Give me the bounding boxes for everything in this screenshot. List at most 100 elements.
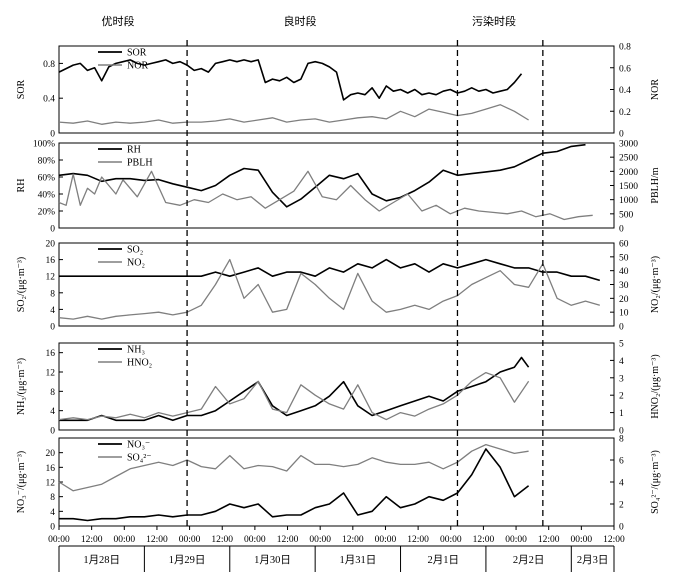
- left-axis-label: SO₂/(μg·m⁻³): [16, 257, 27, 312]
- date-label: 1月29日: [169, 554, 206, 566]
- left-tick-label: 20: [46, 449, 56, 459]
- date-label: 2月2日: [513, 554, 545, 566]
- right-tick-label: 4: [619, 357, 624, 367]
- left-axis-label: RH: [16, 179, 27, 193]
- right-tick-label: 10: [619, 309, 629, 319]
- right-tick-label: 2500: [619, 154, 638, 164]
- right-tick-label: 1000: [619, 196, 638, 206]
- left-tick-label: 16: [46, 349, 56, 359]
- x-tick-label: 12:00: [81, 535, 103, 545]
- x-tick-label: 00:00: [375, 535, 397, 545]
- date-axis: 1月28日 1月29日 1月30日 1月31日 2月1日 2月2日 2月3日: [58, 545, 615, 572]
- panel-frame: [58, 45, 615, 134]
- left-tick-label: 12: [46, 273, 56, 283]
- period-label-moderate: 良时段: [284, 14, 317, 28]
- right-tick-label: 30: [619, 281, 629, 291]
- left-tick-label: 0: [50, 427, 55, 437]
- left-tick-label: 12: [46, 479, 56, 489]
- series-line-5-1: [59, 448, 530, 522]
- x-tick-label: 12:00: [603, 535, 625, 545]
- panel-3: 0 4 8 12 16 20 0 10 20 30 40 50 60 SO₂/(μg·m⁻³) NO₂/(μ…: [16, 240, 661, 333]
- right-tick-label: 4: [619, 479, 624, 489]
- right-axis-label: SO₄²⁻/(μg·m⁻³): [650, 450, 661, 514]
- panel-frame: [58, 342, 615, 431]
- period-dividers: [186, 40, 544, 527]
- x-tick-label: 00:00: [505, 535, 527, 545]
- right-tick-label: 8: [619, 435, 624, 445]
- legend-label: NOR: [127, 61, 148, 72]
- right-tick-label: 500: [619, 210, 634, 220]
- x-tick-label: 00:00: [48, 535, 70, 545]
- left-axis-label: NO₃⁻/(μg·m⁻³): [16, 451, 27, 513]
- right-tick-label: 3: [619, 374, 624, 384]
- right-tick-label: 5: [619, 340, 624, 350]
- left-tick-label: 20%: [38, 208, 56, 218]
- left-tick-label: 0: [50, 523, 55, 533]
- right-tick-label: 1500: [619, 182, 638, 192]
- right-tick-label: 0: [619, 523, 624, 533]
- left-tick-label: 20: [46, 240, 56, 250]
- series-line-1-1: [58, 59, 523, 101]
- period-label-polluted: 污染时段: [472, 14, 516, 28]
- left-tick-label: 100%: [33, 140, 55, 150]
- x-tick-label: 12:00: [473, 535, 495, 545]
- period-label-good: 优时段: [102, 14, 135, 28]
- right-tick-label: 0.4: [619, 86, 631, 96]
- panel-1: 0 0.4 0.8 0 0.2 0.4 0.6 0.8 SOR NOR SOR NOR: [16, 43, 661, 140]
- left-tick-label: 12: [46, 369, 56, 379]
- right-tick-label: 2000: [619, 168, 638, 178]
- date-label: 2月3日: [577, 554, 609, 566]
- series-line-4-2: [58, 371, 530, 421]
- right-tick-label: 40: [619, 267, 629, 277]
- right-tick-label: 50: [619, 253, 629, 263]
- left-tick-label: 8: [50, 493, 55, 503]
- right-axis-label: HNO₂/(μg·m⁻³): [650, 354, 661, 418]
- left-tick-label: 8: [50, 388, 55, 398]
- x-tick-label: 12:00: [211, 535, 233, 545]
- date-label: 1月30日: [254, 554, 291, 566]
- right-tick-label: 0: [619, 427, 624, 437]
- period-labels: 优时段 良时段 污染时段: [102, 14, 517, 28]
- legend-label: RH: [127, 145, 141, 156]
- x-tick-label: 00:00: [244, 535, 266, 545]
- x-tick-label: 12:00: [277, 535, 299, 545]
- left-tick-label: 8: [50, 289, 55, 299]
- x-axis: 00:00 12:00 00:00 12:00 00:00 12:00 00:00 12:00…: [48, 526, 625, 545]
- left-axis-label: SOR: [16, 79, 27, 99]
- left-tick-label: 80%: [38, 157, 56, 167]
- right-tick-label: 0: [619, 225, 624, 235]
- left-tick-label: 0.8: [43, 60, 55, 70]
- left-tick-label: 40%: [38, 191, 56, 201]
- x-tick-label: 00:00: [309, 535, 331, 545]
- left-tick-label: 4: [50, 508, 55, 518]
- series-line-5-2: [58, 443, 529, 492]
- right-tick-label: 60: [619, 240, 629, 250]
- right-tick-label: 2: [619, 501, 624, 511]
- right-axis-label: PBLH/m: [650, 167, 661, 203]
- legend-label: SO₄²⁻: [127, 453, 152, 464]
- legend-label: SOR: [127, 48, 147, 59]
- left-tick-label: 16: [46, 464, 56, 474]
- left-tick-label: 0.4: [43, 95, 55, 105]
- legend-label: NO₂: [127, 258, 145, 269]
- x-tick-label: 00:00: [440, 535, 462, 545]
- date-label: 1月28日: [83, 554, 120, 566]
- left-tick-label: 60%: [38, 174, 56, 184]
- right-axis-label: NOR: [650, 79, 661, 100]
- x-tick-label: 00:00: [179, 535, 201, 545]
- date-label: 2月1日: [427, 554, 459, 566]
- x-tick-label: 12:00: [538, 535, 560, 545]
- left-tick-label: 0: [50, 323, 55, 333]
- right-axis-label: NO₂/(μg·m⁻³): [650, 256, 661, 313]
- right-tick-label: 1: [619, 409, 624, 419]
- series-line-3-2: [58, 258, 600, 320]
- series-line-2-2: [58, 170, 593, 221]
- legend-label: HNO₂: [127, 358, 152, 369]
- panel-2: 0 20% 40% 60% 80% 100% 0 500 1000 1500 2000 2500 300…: [16, 140, 661, 235]
- right-tick-label: 0.2: [619, 108, 631, 118]
- right-tick-label: 0.8: [619, 43, 631, 53]
- left-tick-label: 4: [50, 306, 55, 316]
- legend-label: NH₃: [127, 345, 145, 356]
